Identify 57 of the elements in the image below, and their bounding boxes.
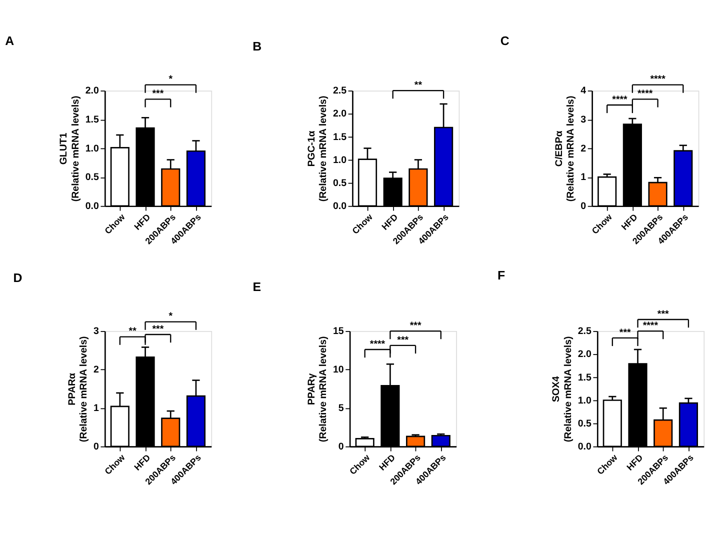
text: ****	[650, 74, 666, 86]
y-axis-title: SOX4 (Relative mRNA levels)	[551, 336, 574, 442]
y-tick-label: 1.0	[332, 154, 348, 166]
y-tick-label: 1.5	[578, 372, 592, 384]
y-tick-label: 2.5	[578, 326, 592, 338]
chart-title: A	[5, 34, 14, 48]
text: ***	[410, 320, 422, 332]
chart-title: D	[13, 270, 22, 285]
y-tick-label: 0.5	[85, 172, 100, 184]
y-tick-label: 2	[94, 364, 100, 376]
y-tick-label: 0	[94, 442, 100, 453]
y-tick-label: 3	[580, 114, 587, 126]
y-tick-label: 0.0	[85, 201, 100, 212]
text: ***	[657, 308, 670, 320]
annotation: ****	[370, 338, 386, 350]
annotation: ***	[619, 327, 631, 338]
annotation: **	[128, 326, 137, 338]
y-tick-label: 2.0	[332, 108, 348, 120]
y-tick-label: 0.5	[332, 178, 348, 189]
y-axis-title: PGC-1α (Relative mRNA levels)	[306, 96, 329, 202]
y-tick-label: 0	[338, 442, 344, 453]
y-tick-label: 0.0	[332, 201, 348, 212]
y-tick-label: 0.0	[578, 442, 592, 453]
y-tick-label: 1.5	[85, 114, 100, 126]
y-tick-label: 2.5	[332, 86, 348, 97]
y-tick-label: 1	[94, 403, 100, 414]
annotation: ***	[397, 334, 409, 346]
text: **	[414, 80, 422, 91]
y-tick-label: 2.0	[578, 349, 592, 360]
y-tick-label: 1.0	[578, 395, 592, 406]
chart-title: B	[252, 40, 262, 54]
y-tick-label: 3	[94, 326, 100, 338]
y-axis-title: PPARα (Relative mRNA levels)	[66, 336, 90, 442]
chart-title: F	[498, 268, 506, 283]
y-tick-label: 1	[580, 172, 587, 184]
y-axis-title: GLUT1 (Relative mRNA levels)	[58, 96, 82, 202]
y-axis-title: C/EBPα (Relative mRNA levels)	[554, 96, 577, 202]
annotation: ****	[612, 94, 628, 106]
chart-title: C	[500, 34, 510, 48]
text: *	[168, 74, 173, 86]
y-tick-label: 5	[338, 403, 344, 414]
text: *	[168, 311, 173, 322]
annotation: ***	[152, 324, 164, 335]
y-tick-label: 15	[332, 326, 344, 338]
y-tick-label: 1.5	[332, 132, 348, 143]
y-tick-label: 0.5	[578, 418, 592, 430]
y-axis-title: PPARγ (Relative mRNA levels)	[306, 336, 329, 442]
text: ****	[642, 320, 658, 332]
y-tick-label: 2	[580, 143, 587, 154]
y-tick-label: 4	[580, 86, 587, 97]
annotation: ****	[638, 88, 653, 100]
y-tick-label: 1.0	[85, 143, 100, 154]
annotation: ***	[152, 88, 164, 100]
chart-title: E	[252, 280, 261, 294]
y-tick-label: 2.0	[85, 86, 100, 97]
y-tick-label: 10	[332, 364, 344, 376]
y-tick-label: 0	[580, 201, 587, 212]
